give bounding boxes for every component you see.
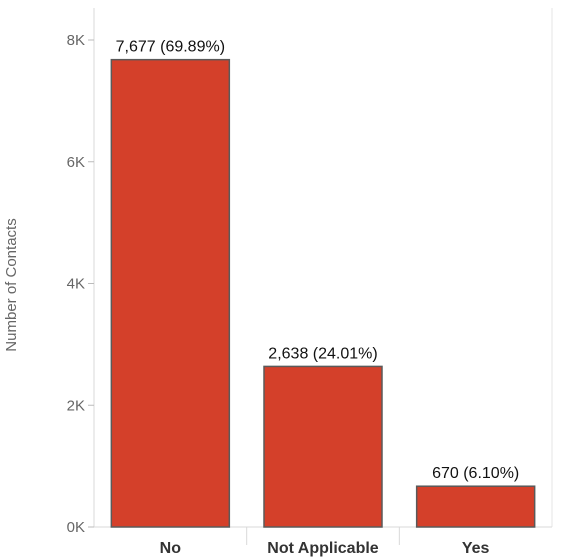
x-category-label: No (160, 540, 182, 557)
data-label: 2,638 (24.01%) (268, 345, 377, 362)
x-category-label: Not Applicable (267, 540, 379, 557)
y-tick-label: 8K (67, 32, 85, 49)
bar (263, 365, 383, 528)
y-axis-title: Number of Contacts (3, 218, 20, 351)
x-category-label: Yes (462, 540, 490, 557)
data-label: 670 (6.10%) (432, 465, 519, 482)
data-label: 7,677 (69.89%) (116, 39, 225, 56)
y-tick-label: 4K (67, 276, 85, 293)
bar (110, 58, 231, 528)
y-tick-label: 0K (67, 519, 85, 536)
y-tick-label: 6K (67, 154, 85, 171)
bar (415, 485, 536, 528)
y-tick-label: 2K (67, 397, 85, 414)
plot-area: 0K 2K 4K 6K 8K 7,677 (69.89%) No 2,638 (24.01%)… (67, 8, 553, 557)
